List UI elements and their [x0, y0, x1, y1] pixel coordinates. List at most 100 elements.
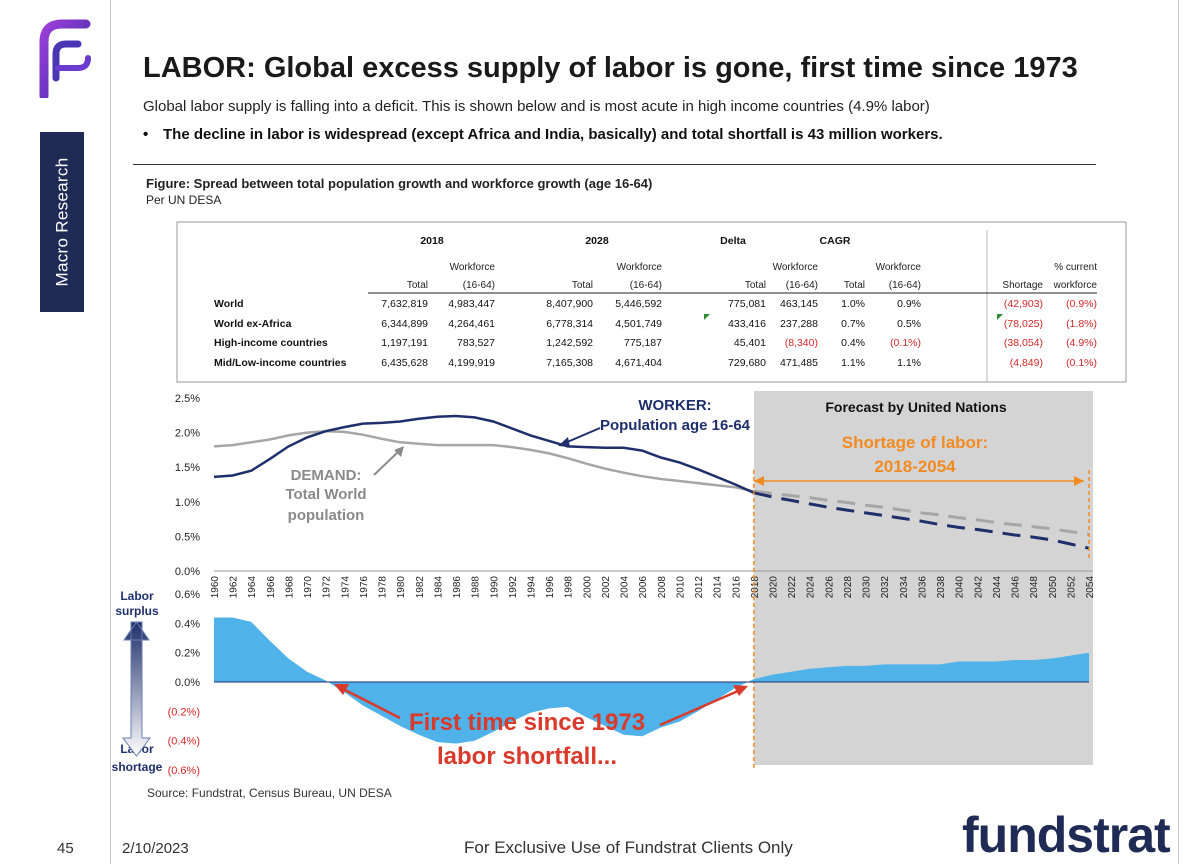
shortage-label-line1: Shortage of labor:: [842, 433, 988, 452]
table-cell: 6,778,314: [546, 318, 593, 330]
table-col-header-bottom: Total: [407, 280, 428, 291]
table-cell: 1,197,191: [381, 337, 428, 349]
line-chart-x-tick: 2050: [1048, 576, 1059, 599]
page-number: 45: [57, 840, 74, 857]
table-col-header-top: Workforce: [450, 262, 496, 273]
data-table-frame: [176, 221, 1127, 383]
line-chart-x-tick: 1968: [284, 576, 295, 599]
shortfall-annotation-line2: labor shortfall...: [437, 743, 617, 770]
page-subtitle: Global labor supply is falling into a de…: [143, 98, 930, 115]
table-cell: 463,145: [780, 298, 818, 310]
line-chart-x-tick: 2044: [992, 576, 1003, 599]
labor-shortage-label-line2: shortage: [112, 760, 163, 774]
bullet-text: The decline in labor is widespread (exce…: [163, 126, 943, 143]
table-group-header: Delta: [720, 235, 746, 247]
line-chart-y-tick: 2.0%: [175, 428, 200, 440]
table-cell: (38,054): [1004, 337, 1043, 349]
line-chart-x-tick: 1986: [452, 576, 463, 599]
line-chart-x-tick: 2016: [731, 576, 742, 599]
area-chart-y-tick: (0.6%): [168, 765, 200, 777]
sidebar-divider: [110, 0, 111, 864]
table-row-label: High-income countries: [214, 337, 328, 349]
demand-arrow-head-icon: [394, 446, 404, 457]
demand-annotation-arrow: [373, 451, 399, 476]
table-col-header-bottom: (16-64): [630, 280, 662, 291]
line-chart-x-tick: 1982: [415, 576, 426, 599]
table-cell: 45,401: [734, 337, 766, 349]
line-chart-x-tick: 1998: [564, 576, 575, 599]
line-chart-x-tick: 2022: [787, 576, 798, 599]
table-cell: 6,344,899: [381, 318, 428, 330]
area-chart-y-tick: 0.4%: [175, 618, 200, 630]
table-cell: 729,680: [728, 357, 766, 369]
shortage-label-line2: 2018-2054: [874, 457, 956, 476]
table-col-header-bottom: (16-64): [889, 280, 921, 291]
table-cell: 783,527: [457, 337, 495, 349]
line-chart-x-tick: 1994: [526, 576, 537, 599]
table-cell: 5,446,592: [615, 298, 662, 310]
table-row-label: World: [214, 298, 244, 310]
table-col-header-top: Workforce: [876, 262, 922, 273]
table-cell: 7,632,819: [381, 298, 428, 310]
table-cell: 1,242,592: [546, 337, 593, 349]
labor-gap-area: [214, 617, 1089, 744]
area-chart-y-tick: 0.6%: [175, 589, 200, 601]
line-chart-x-tick: 1990: [489, 576, 500, 599]
table-cell: 4,199,919: [448, 357, 495, 369]
table-cell: 775,081: [728, 298, 766, 310]
shortfall-arrow-right: [659, 689, 739, 727]
line-chart-x-tick: 2002: [601, 576, 612, 599]
line-chart-x-tick: 2032: [880, 576, 891, 599]
table-row-label: Mid/Low-income countries: [214, 357, 347, 369]
line-chart-x-tick: 2024: [806, 576, 817, 599]
line-chart-y-tick: 2.5%: [175, 393, 200, 405]
key-bullet: • The decline in labor is widespread (exc…: [143, 126, 943, 143]
demand-series-forecast-line: [753, 489, 1090, 536]
labor-surplus-label-line2: surplus: [115, 604, 159, 618]
source-note: Source: Fundstrat, Census Bureau, UN DES…: [147, 786, 392, 800]
table-cell: (4.9%): [1066, 337, 1097, 349]
table-group-header: CAGR: [820, 235, 851, 247]
line-chart-x-tick: 2008: [657, 576, 668, 599]
table-cell: (78,025): [1004, 318, 1043, 330]
line-chart-x-tick: 1976: [359, 576, 370, 599]
area-chart-y-tick: (0.2%): [168, 706, 200, 718]
line-chart-x-tick: 1970: [303, 576, 314, 599]
table-col-header-bottom: Total: [844, 280, 865, 291]
table-cell: 775,187: [624, 337, 662, 349]
sidebar: Macro Research: [0, 0, 110, 864]
table-col-header-bottom: (16-64): [786, 280, 818, 291]
shortfall-arrow-left: [344, 688, 401, 720]
surplus-shortage-arrow-icon: [122, 621, 151, 757]
table-cell: 6,435,628: [381, 357, 428, 369]
footer-date: 2/10/2023: [122, 840, 189, 857]
table-cell: 0.7%: [841, 318, 865, 330]
line-chart-x-tick: 2000: [582, 576, 593, 599]
labor-surplus-label-line1: Labor: [120, 589, 154, 603]
demand-annotation-line2: Total World: [285, 486, 366, 503]
area-chart-y-tick: (0.4%): [168, 736, 200, 748]
bullet-dot-icon: •: [143, 126, 149, 143]
line-chart-x-tick: 1984: [433, 576, 444, 599]
table-cell: 471,485: [780, 357, 818, 369]
table-cell: 4,501,749: [615, 318, 662, 330]
footer-note: For Exclusive Use of Fundstrat Clients O…: [464, 838, 793, 857]
line-chart-y-tick: 0.0%: [175, 566, 200, 578]
line-chart-x-tick: 2012: [694, 576, 705, 599]
line-chart-x-tick: 1964: [247, 576, 258, 599]
line-chart-x-tick: 2052: [1066, 576, 1077, 599]
line-chart-y-tick: 1.5%: [175, 462, 200, 474]
worker-series-forecast-line: [753, 491, 1090, 550]
table-cell: 1.1%: [897, 357, 921, 369]
table-col-header-top: % current: [1054, 262, 1097, 273]
line-chart-x-tick: 1966: [266, 576, 277, 599]
shortfall-arrow-right-head-icon: [733, 685, 748, 696]
table-cell: (0.1%): [890, 337, 921, 349]
line-chart-x-tick: 1988: [471, 576, 482, 599]
table-cell: (1.8%): [1066, 318, 1097, 330]
table-comment-marker: [704, 314, 710, 320]
table-cell: (42,903): [1004, 298, 1043, 310]
table-cell: 0.5%: [897, 318, 921, 330]
table-group-header: 2018: [420, 235, 444, 247]
table-cell: (8,340): [785, 337, 818, 349]
